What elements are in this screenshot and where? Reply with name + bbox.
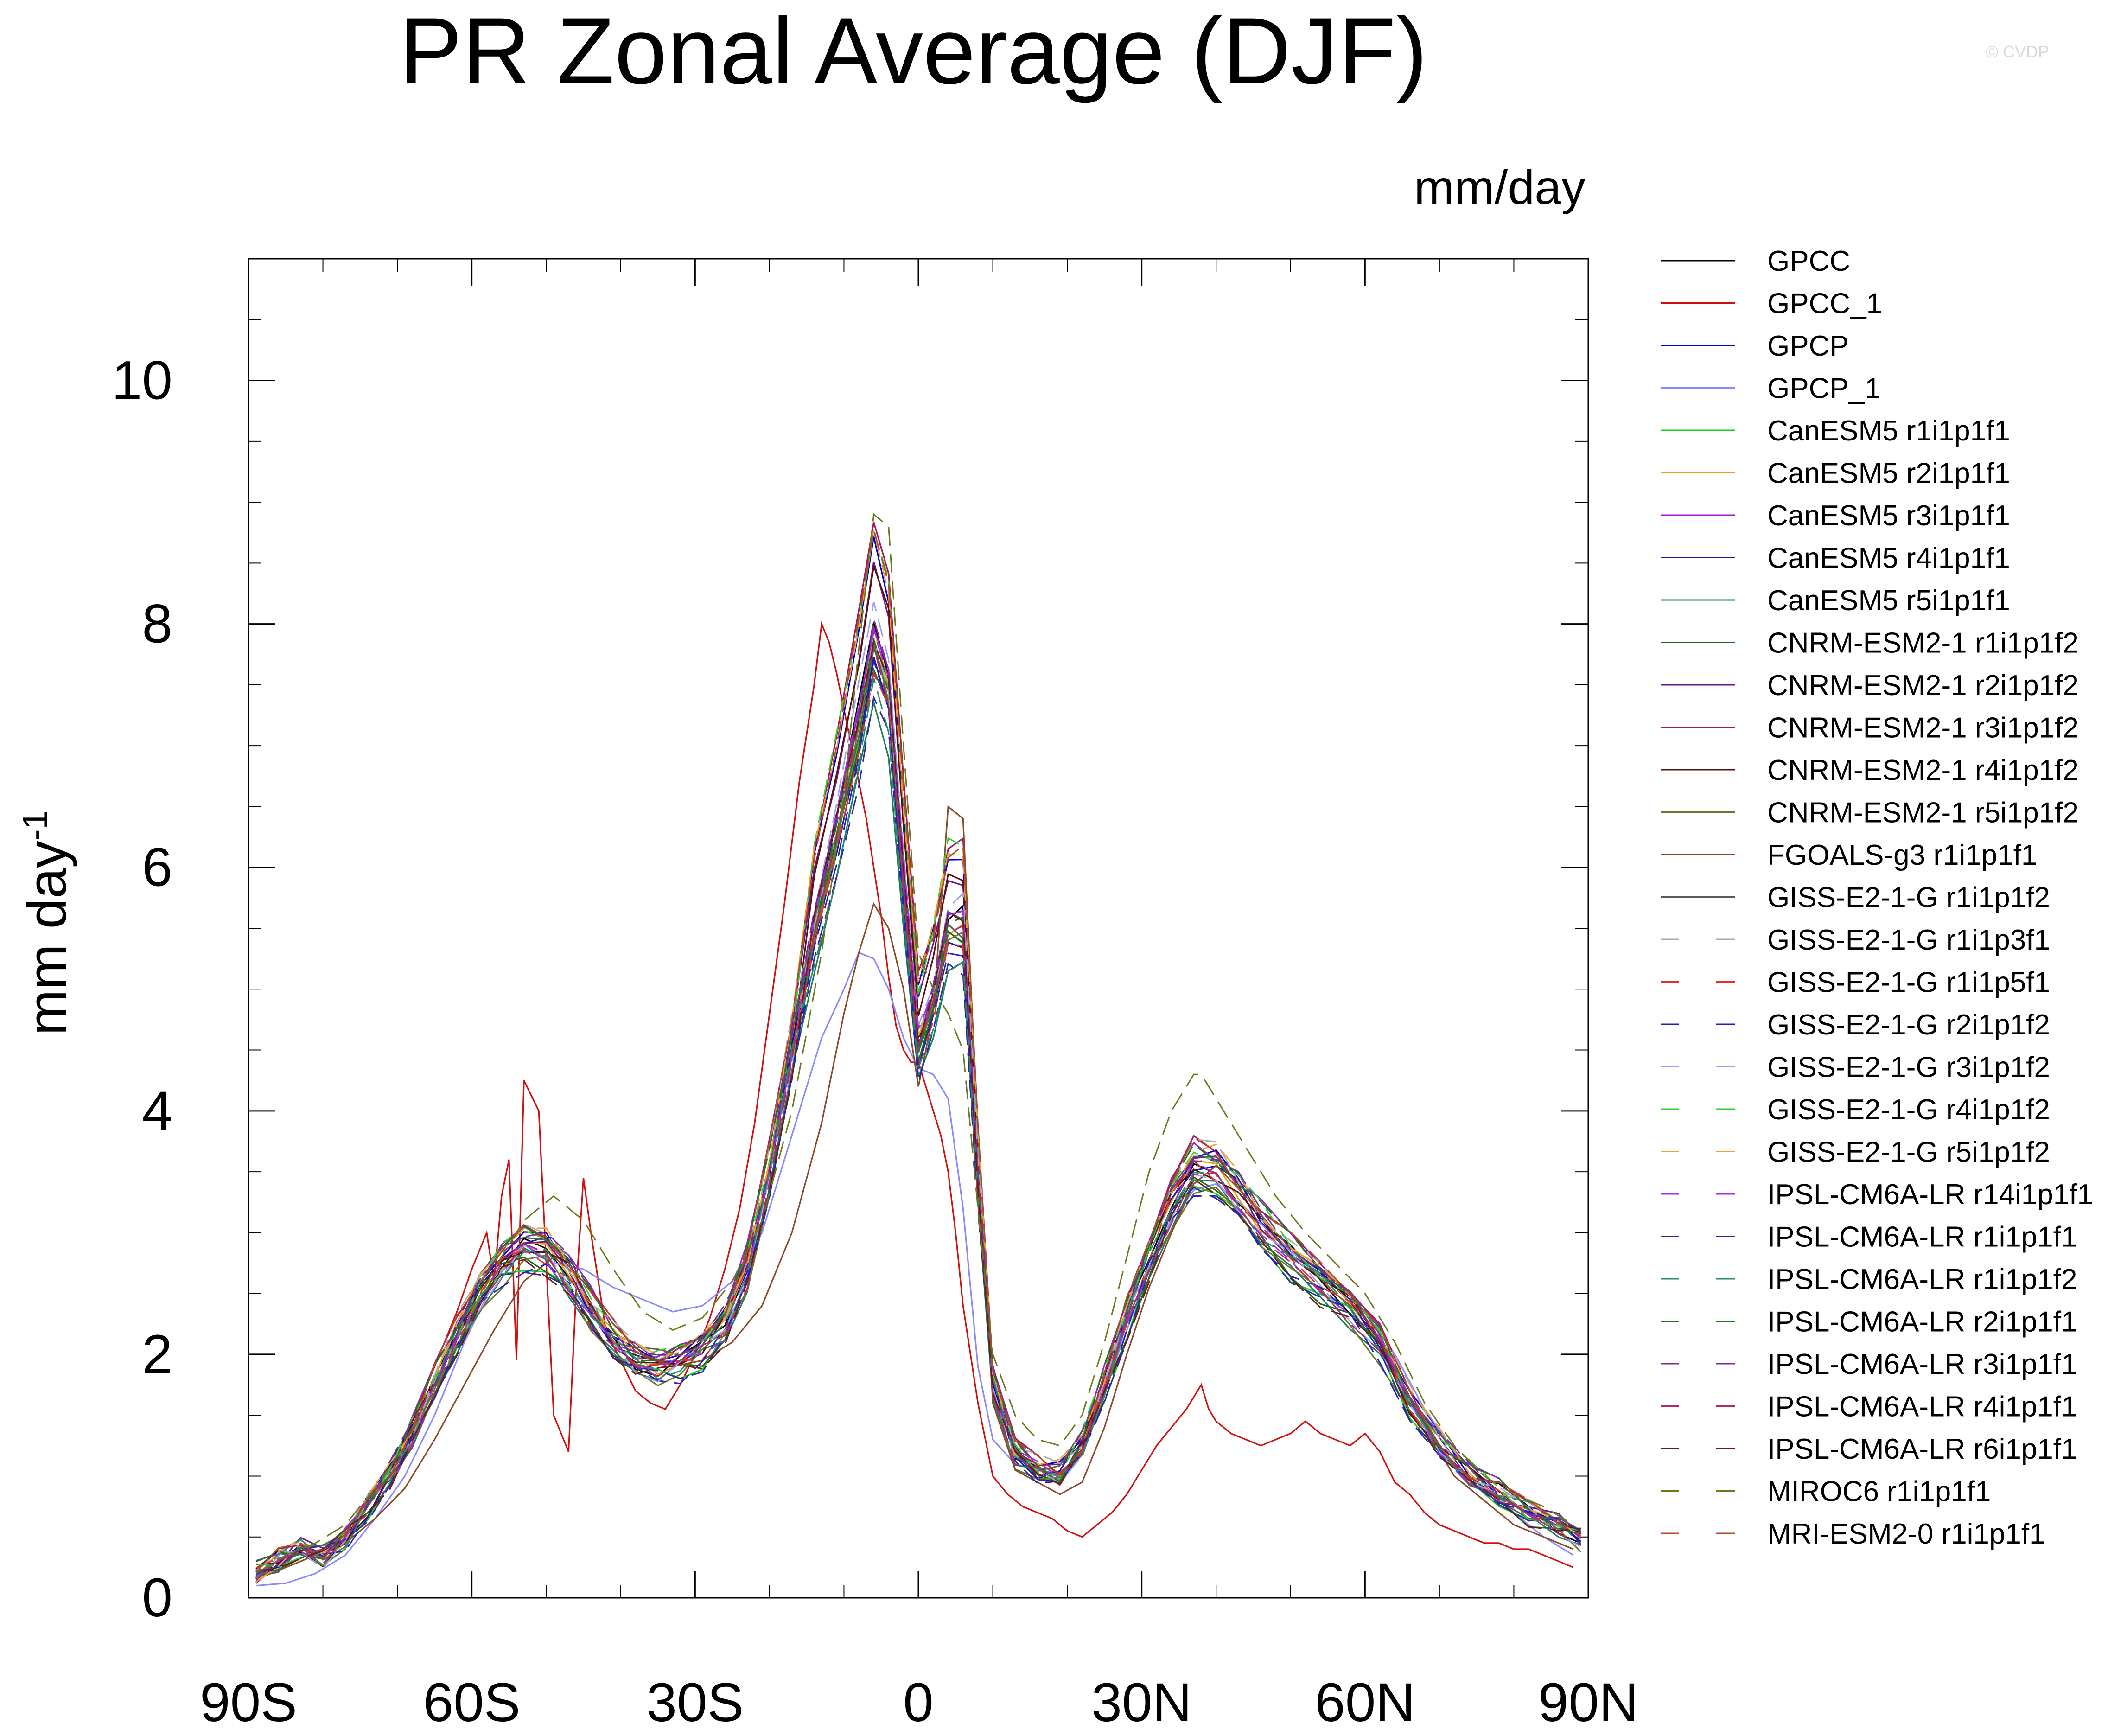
legend-label: IPSL-CM6A-LR r3i1p1f1	[1767, 1348, 2077, 1380]
x-tick-label: 60S	[423, 1672, 521, 1733]
legend-label: IPSL-CM6A-LR r2i1p1f1	[1767, 1306, 2077, 1338]
legend-label: IPSL-CM6A-LR r1i1p1f1	[1767, 1221, 2077, 1253]
y-axis-label: mm day	[17, 841, 78, 1035]
legend-label: IPSL-CM6A-LR r4i1p1f1	[1767, 1391, 2077, 1423]
y-tick-label: 8	[142, 594, 172, 655]
legend-label: CNRM-ESM2-1 r3i1p1f2	[1767, 712, 2079, 744]
legend-label: CanESM5 r5i1p1f1	[1767, 585, 2010, 617]
legend-label: GISS-E2-1-G r2i1p1f2	[1767, 1009, 2050, 1041]
legend-label: CNRM-ESM2-1 r1i1p1f2	[1767, 627, 2079, 659]
legend-label: CNRM-ESM2-1 r4i1p1f2	[1767, 754, 2079, 786]
series-line	[255, 678, 1582, 1580]
legend-label: FGOALS-g3 r1i1p1f1	[1767, 839, 2037, 871]
series-line	[255, 645, 1581, 1581]
legend-label: IPSL-CM6A-LR r14i1p1f1	[1767, 1179, 2093, 1211]
watermark: © CVDP	[1986, 42, 2049, 61]
legend-label: GISS-E2-1-G r5i1p1f2	[1767, 1136, 2050, 1168]
y-axis: 0 2 4 6 8 10	[112, 350, 1588, 1628]
legend-label: GPCC_1	[1767, 288, 1882, 320]
legend-label: CanESM5 r2i1p1f1	[1767, 458, 2010, 490]
chart-title: PR Zonal Average (DJF)	[399, 0, 1427, 104]
series-line	[255, 530, 1581, 1583]
y-axis-label-exponent: -1	[16, 810, 54, 841]
x-tick-label: 30S	[646, 1672, 744, 1733]
y-tick-label: 10	[112, 350, 172, 411]
legend-label: GISS-E2-1-G r1i1p5f1	[1767, 967, 2050, 999]
legend-label: GISS-E2-1-G r3i1p1f2	[1767, 1052, 2050, 1084]
x-tick-label: 90S	[200, 1672, 297, 1733]
y-tick-label: 2	[142, 1324, 172, 1385]
legend-label: IPSL-CM6A-LR r1i1p1f2	[1767, 1264, 2077, 1296]
legend-label: CanESM5 r1i1p1f1	[1767, 415, 2010, 447]
units-label: mm/day	[1414, 161, 1586, 215]
legend-label: GISS-E2-1-G r1i1p1f2	[1767, 882, 2050, 914]
legend-label: GPCP	[1767, 330, 1849, 362]
legend-label: CNRM-ESM2-1 r5i1p1f2	[1767, 797, 2079, 829]
series-lines	[255, 513, 1582, 1587]
legend-label: GPCC	[1767, 245, 1850, 277]
legend-label: CanESM5 r3i1p1f1	[1767, 500, 2010, 532]
y-tick-label: 6	[142, 837, 172, 898]
legend-label: GISS-E2-1-G r1i1p3f1	[1767, 924, 2050, 956]
series-line	[255, 638, 1581, 1563]
series-line	[255, 660, 1582, 1576]
y-tick-label: 4	[142, 1080, 172, 1142]
legend: GPCC GPCC_1 GPCP GPCP_1 CanESM5 r1i1p1f1 CanE…	[1661, 245, 2093, 1550]
legend-label: GPCP_1	[1767, 373, 1881, 405]
svg-text:mm day-1: mm day-1	[16, 810, 78, 1035]
x-tick-label: 0	[903, 1672, 934, 1733]
series-line	[255, 513, 1574, 1574]
legend-label: CNRM-ESM2-1 r2i1p1f2	[1767, 670, 2079, 702]
series-line	[255, 529, 1581, 1573]
x-tick-label: 30N	[1091, 1672, 1191, 1733]
series-line	[255, 619, 1581, 1571]
x-tick-label: 60N	[1315, 1672, 1415, 1733]
y-tick-label: 0	[142, 1567, 172, 1628]
x-tick-label: 90N	[1538, 1672, 1638, 1733]
legend-label: GISS-E2-1-G r4i1p1f2	[1767, 1094, 2050, 1126]
legend-label: CanESM5 r4i1p1f1	[1767, 542, 2010, 574]
legend-label: MRI-ESM2-0 r1i1p1f1	[1767, 1518, 2045, 1550]
series-line	[255, 639, 1581, 1573]
legend-label: IPSL-CM6A-LR r6i1p1f1	[1767, 1433, 2077, 1465]
y-axis-label-group: mm day-1	[16, 810, 78, 1035]
x-axis: 90S 60S 30S 0 30N 60N 90N	[200, 259, 1638, 1733]
y-minor-ticks	[248, 319, 1588, 1538]
series-line	[255, 629, 1581, 1577]
x-minor-ticks	[322, 259, 1515, 1598]
legend-label: MIROC6 r1i1p1f1	[1767, 1476, 1991, 1508]
